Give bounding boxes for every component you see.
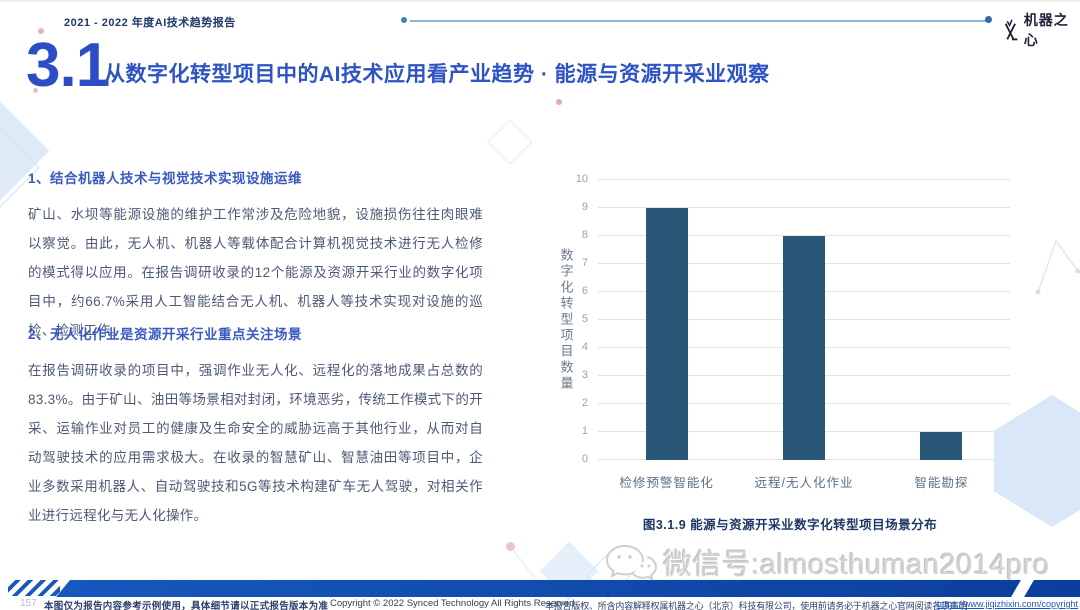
x-category-label: 远程/无人化作业: [735, 472, 872, 491]
section-2-body: 在报告调研收录的项目中，强调作业无人化、远程化的落地成果占总数的83.3%。由于…: [28, 356, 483, 530]
y-tick-label: 2: [564, 397, 588, 409]
y-tick-label: 10: [564, 173, 588, 185]
y-tick-label: 4: [564, 341, 588, 353]
wechat-watermark: 微信号:almosthuman2014pro: [604, 541, 1050, 583]
footer-text-row: 157 本图仅为报告内容参考示例使用，具体细节请以正式报告版本为准 Copyri…: [0, 597, 1080, 610]
text-section-2: 2、无人化作业是资源开采行业重点关注场景 在报告调研收录的项目中，强调作业无人化…: [28, 323, 483, 530]
deco-zigzag-line: [1025, 232, 1080, 302]
section-2-heading: 2、无人化作业是资源开采行业重点关注场景: [28, 323, 483, 343]
page-title: 从数字化转型项目中的AI技术应用看产业趋势 · 能源与资源开采业观察: [104, 58, 770, 88]
deco-diamond-outline: [487, 119, 532, 164]
report-series-label: 2021 - 2022 年度AI技术趋势报告: [64, 14, 236, 30]
section-1-heading: 1、结合机器人技术与视觉技术实现设施运维: [28, 167, 483, 187]
footer-stripes: [8, 580, 60, 596]
wechat-icon: [604, 543, 658, 581]
y-tick-label: 1: [564, 425, 588, 437]
y-tick-label: 3: [564, 369, 588, 381]
footer-rights-statement: 本报告版权、所含内容解释权属机器之心（北京）科技有限公司，使用前请务必于机器之心…: [545, 599, 967, 610]
y-tick-label: 9: [564, 201, 588, 213]
footer-disclaimer: 本图仅为报告内容参考示例使用，具体细节请以正式报告版本为准: [44, 598, 328, 610]
y-tick-label: 6: [564, 285, 588, 297]
header-divider-line: [410, 20, 986, 22]
section-number: 3.1: [26, 30, 109, 101]
chart-bar: [646, 208, 688, 460]
x-category-label: 检修预警智能化: [598, 472, 735, 491]
footer-bar: [56, 580, 1080, 597]
page-number: 157: [20, 598, 37, 609]
y-tick-label: 8: [564, 229, 588, 241]
footer-copyright: Copyright © 2022 Synced Technology All R…: [330, 598, 574, 609]
chart-caption: 图3.1.9 能源与资源开采业数字化转型项目场景分布: [560, 514, 1020, 533]
deco-dot: [506, 542, 515, 551]
brand-name: 机器之心: [1024, 10, 1080, 50]
y-tick-label: 5: [564, 313, 588, 325]
wechat-id-text: 微信号:almosthuman2014pro: [663, 541, 1050, 583]
brand-logo: 机器之心: [1001, 10, 1080, 50]
text-section-1: 1、结合机器人技术与视觉技术实现设施运维 矿山、水坝等能源设施的维护工作常涉及危…: [28, 167, 483, 345]
jiqizhixin-logo-icon: [1001, 17, 1020, 43]
y-tick-label: 7: [564, 257, 588, 269]
deco-dot: [556, 99, 562, 105]
chart-gridline: 10: [598, 179, 1010, 180]
header-line-dot-right: [985, 16, 992, 23]
y-tick-label: 0: [564, 453, 588, 465]
chart-bar: [783, 236, 825, 460]
x-category-label: 智能勘探: [873, 472, 1010, 491]
header-line-dot-left: [401, 17, 407, 23]
chart-bar: [920, 432, 962, 460]
